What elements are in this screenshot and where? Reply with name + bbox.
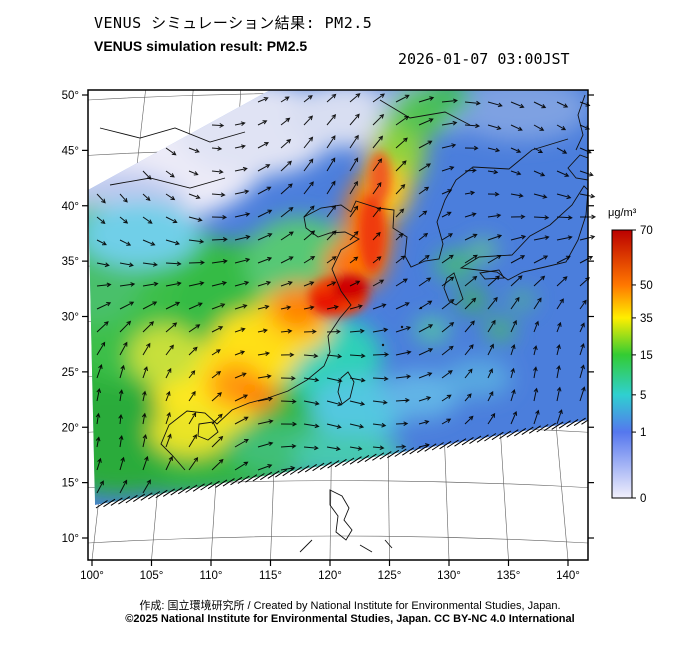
lon-tick-label: 100°	[80, 570, 104, 582]
page-title-japanese: VENUS シミュレーション結果: PM2.5	[94, 14, 373, 32]
lat-tick-label: 35°	[62, 256, 79, 268]
pm25-field	[88, 90, 588, 505]
wind-arrows	[95, 93, 597, 494]
colorbar-tick-label: 5	[640, 390, 646, 402]
lon-tick-label: 110°	[200, 570, 223, 582]
lon-tick-label: 125°	[378, 570, 402, 582]
domain-edge-hatch	[95, 417, 588, 509]
lat-tick-label: 40°	[62, 201, 79, 213]
lat-tick-label: 20°	[62, 422, 79, 434]
lon-tick-label: 135°	[497, 570, 521, 582]
colorbar-tick-label: 0	[640, 493, 646, 505]
lat-tick-label: 15°	[62, 478, 79, 490]
credit-line: 作成: 国立環境研究所 / Created by National Instit…	[139, 600, 561, 612]
license-line: ©2025 National Institute for Environment…	[125, 613, 575, 625]
colorbar-tick-label: 50	[640, 280, 653, 292]
lon-tick-label: 130°	[437, 570, 461, 582]
lat-tick-label: 45°	[62, 145, 79, 157]
map-frame	[87, 89, 589, 561]
page-title-english: VENUS simulation result: PM2.5	[94, 38, 308, 54]
lat-tick-label: 10°	[62, 533, 79, 545]
lat-tick-label: 30°	[62, 312, 79, 324]
lon-tick-label: 120°	[318, 570, 342, 582]
colorbar-tick-label: 15	[640, 350, 653, 362]
colorbar-tick-label: 1	[640, 427, 646, 439]
timestamp: 2026-01-07 03:00JST	[398, 50, 570, 68]
lat-tick-label: 50°	[62, 90, 79, 102]
lon-tick-label: 140°	[556, 570, 580, 582]
lon-tick-label: 105°	[140, 570, 164, 582]
colorbar-tick-label: 35	[640, 313, 653, 325]
lon-tick-label: 115°	[259, 570, 282, 582]
axis-ticks	[82, 94, 594, 566]
colorbar	[611, 229, 633, 499]
axis-labels: 50° 45° 40° 35° 30° 25° 20° 15° 10° 100° 105° 110° 1…	[62, 90, 580, 582]
coastlines	[99, 94, 588, 553]
colorbar-tick-label: 70	[640, 225, 653, 237]
lat-tick-label: 25°	[62, 367, 79, 379]
colorbar-units-label: μg/m³	[608, 207, 637, 219]
